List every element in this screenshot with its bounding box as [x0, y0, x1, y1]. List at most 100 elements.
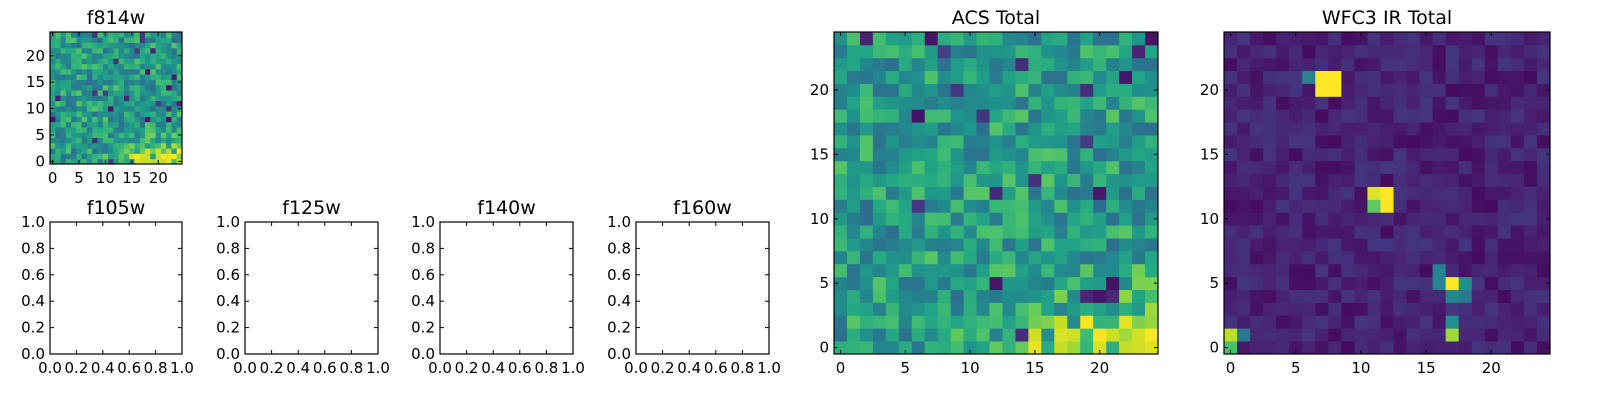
acs-pixel [963, 302, 977, 316]
f814w-pixel [60, 153, 67, 160]
f814w-pixel [81, 74, 88, 80]
acs-pixel [834, 44, 848, 59]
wfc3-pixel [1276, 186, 1290, 200]
f814w-pixel [166, 111, 172, 117]
acs-pixel [989, 315, 1003, 329]
f814w-pixel [166, 116, 172, 123]
f814w-pixel [86, 100, 93, 107]
wfc3-pixel [1510, 263, 1525, 278]
f125w-frame [244, 221, 379, 355]
acs-pixel [859, 276, 874, 290]
f814w-pixel [55, 153, 61, 160]
f814w-pixel [81, 148, 88, 154]
wfc3-pixel [1484, 135, 1499, 149]
f814w-pixel [102, 153, 109, 160]
f814w-pixel [65, 84, 72, 91]
wfc3-pixel [1406, 173, 1420, 187]
f814w-pixel [50, 148, 56, 154]
f814w-pixel [145, 95, 151, 102]
f814w-pixel [129, 68, 135, 75]
acs-pixel [1041, 173, 1055, 187]
f814w-pixel [145, 158, 151, 165]
acs-pixel [1002, 199, 1016, 213]
acs-pixel [872, 263, 887, 278]
wfc3-pixel [1315, 186, 1329, 200]
acs-pixel [937, 57, 952, 72]
wfc3-pixel [1289, 199, 1303, 213]
f814w-pixel [113, 68, 120, 75]
wfc3-pixel [1406, 83, 1420, 97]
wfc3-pixel [1471, 109, 1486, 123]
wfc3-pixel [1302, 96, 1316, 110]
wfc3-pixel [1497, 122, 1512, 136]
acs-pixel [1080, 57, 1094, 72]
wfc3-pixel [1380, 96, 1394, 110]
wfc3-pixel [1393, 289, 1407, 303]
acs-pixel [1093, 173, 1107, 187]
wfc3-pixel [1354, 147, 1368, 162]
wfc3-pixel [1302, 238, 1316, 252]
f814w-pixel [97, 32, 104, 38]
wfc3-pixel [1393, 341, 1407, 355]
f814w-pixel [160, 90, 167, 96]
wfc3-pixel [1471, 32, 1486, 46]
f814w-pixel [123, 63, 130, 70]
f814w-pixel [150, 116, 156, 123]
f814w-pixel [113, 53, 120, 59]
acs-pixel [1119, 250, 1133, 265]
wfc3-pixel [1237, 96, 1251, 110]
wfc3-pixel [1406, 315, 1420, 329]
acs-pixel [1132, 302, 1146, 316]
acs-ytick-label: 20 [810, 81, 829, 99]
f814w-pixel [118, 153, 125, 160]
wfc3-pixel [1484, 328, 1499, 342]
wfc3-pixel [1302, 341, 1316, 355]
acs-pixel [859, 70, 874, 84]
f814w-pixel [113, 32, 120, 38]
acs-pixel [1002, 212, 1016, 226]
f125w-xtick-label: 0.8 [339, 359, 363, 377]
acs-pixel [1041, 70, 1055, 84]
f814w-pixel [86, 158, 93, 165]
wfc3-pixel [1536, 122, 1551, 136]
acs-pixel [1054, 263, 1068, 278]
acs-pixel [1015, 302, 1029, 316]
wfc3-pixel [1471, 315, 1486, 329]
wfc3-pixel [1510, 225, 1525, 239]
acs-pixel [1119, 289, 1133, 303]
wfc3-pixel [1315, 122, 1329, 136]
f140w-ytick-label: 1.0 [411, 213, 435, 231]
acs-pixel [846, 122, 861, 136]
wfc3-pixel [1419, 276, 1434, 290]
wfc3-pixel [1406, 32, 1420, 46]
f814w-frame [49, 31, 183, 165]
wfc3-pixel [1328, 83, 1342, 97]
wfc3-pixel [1250, 302, 1264, 316]
wfc3-pixel [1445, 186, 1460, 200]
f814w-pixel [118, 127, 125, 133]
wfc3-pixel [1328, 276, 1342, 290]
wfc3-pixel [1354, 276, 1368, 290]
f814w-pixel [81, 116, 88, 123]
acs-pixel [1054, 302, 1068, 316]
wfc3-pixel [1367, 109, 1381, 123]
acs-pixel [937, 44, 952, 59]
f814w-pixel [50, 100, 56, 107]
acs-pixel [898, 109, 913, 123]
f814w-pixel [92, 53, 98, 59]
wfc3-pixel [1406, 250, 1420, 265]
wfc3-pixel [1302, 147, 1316, 162]
acs-pixel [911, 238, 926, 252]
wfc3-pixel [1328, 315, 1342, 329]
f814w-pixel [150, 158, 156, 165]
f814w-pixel [50, 153, 56, 160]
wfc3-pixel [1406, 199, 1420, 213]
f814w-pixel [102, 137, 109, 144]
acs-pixel [1106, 173, 1120, 187]
wfc3-pixel [1510, 122, 1525, 136]
f814w-pixel [166, 74, 172, 80]
wfc3-pixel [1497, 96, 1512, 110]
f814w-pixel [171, 142, 178, 149]
f814w-pixel [97, 90, 104, 96]
acs-pixel [950, 186, 964, 200]
